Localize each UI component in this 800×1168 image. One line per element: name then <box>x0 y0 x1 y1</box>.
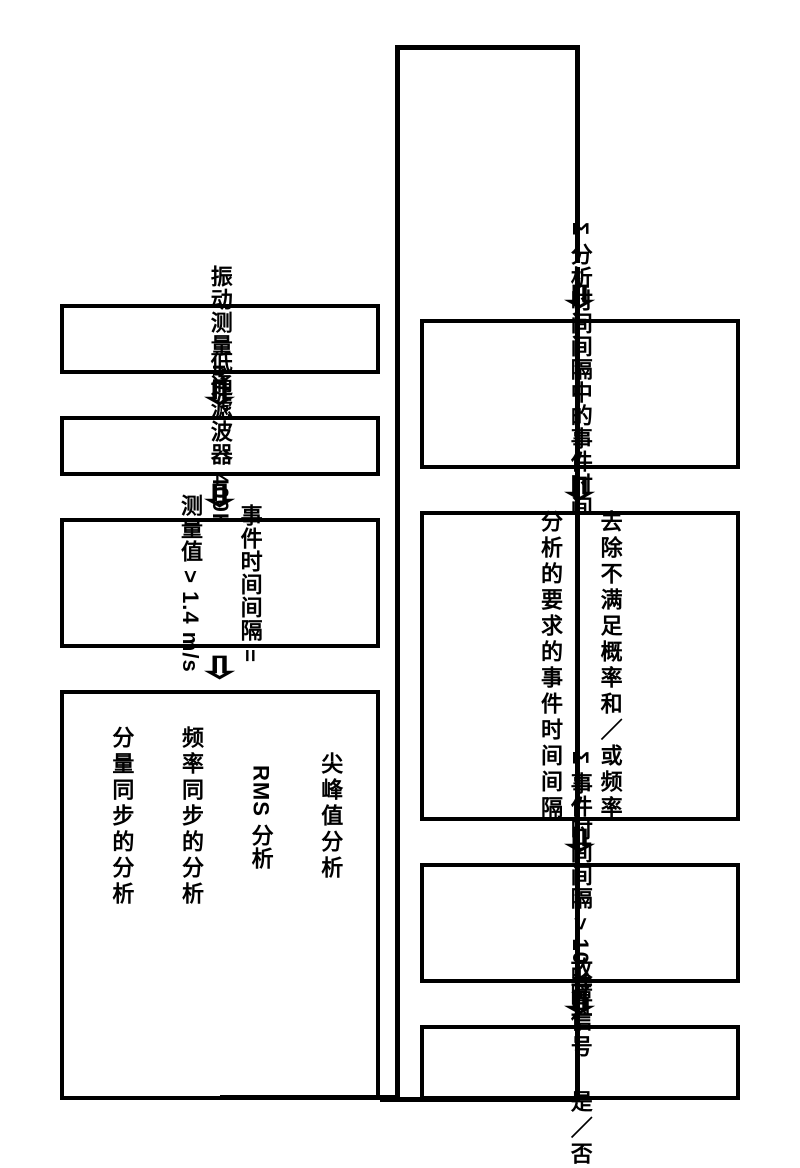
box-fault-signal: 故障信号 是／否 <box>420 1025 740 1100</box>
box-analysis-methods: 尖峰值分析 RMS 分析 频率同步的分析 分量同步的分析 <box>60 690 380 1100</box>
analysis-list: 尖峰值分析 RMS 分析 频率同步的分析 分量同步的分析 <box>84 706 368 928</box>
connector-horizontal-bottom <box>380 1097 580 1102</box>
box-sigma-analysis: Σ 分析时间间隔中的事件时间间隔 <box>420 319 740 469</box>
right-column: 故障信号 是／否 ⇩ Σ 事件时间间隔 > 10 并且 < 75 ? ⇩ 去除不… <box>420 40 740 1100</box>
box-event-interval: 事件时间间隔 = 测量值 > 1.4 m/s <box>60 518 380 648</box>
analysis-rms: RMS 分析 <box>241 726 281 908</box>
arrow-icon: ⇩ <box>197 374 242 416</box>
arrow-icon: ⇩ <box>197 476 242 518</box>
box-lowpass: 低通滤波器 400Hz <box>60 416 380 476</box>
event-interval-line2: 测量值 > 1.4 m/s <box>170 494 210 673</box>
analysis-peak: 尖峰值分析 <box>311 726 351 908</box>
event-interval-line1: 事件时间间隔 = <box>230 494 270 673</box>
connector-vertical <box>575 267 580 1102</box>
arrow-icon: ⇩ <box>197 648 242 690</box>
analysis-freq-sync: 频率同步的分析 <box>171 726 211 908</box>
analysis-component-sync: 分量同步的分析 <box>102 726 142 908</box>
left-column: 尖峰值分析 RMS 分析 频率同步的分析 分量同步的分析 ⇩ 事件时间间隔 = … <box>60 40 380 1100</box>
flowchart-container: 尖峰值分析 RMS 分析 频率同步的分析 分量同步的分析 ⇩ 事件时间间隔 = … <box>60 40 740 1100</box>
